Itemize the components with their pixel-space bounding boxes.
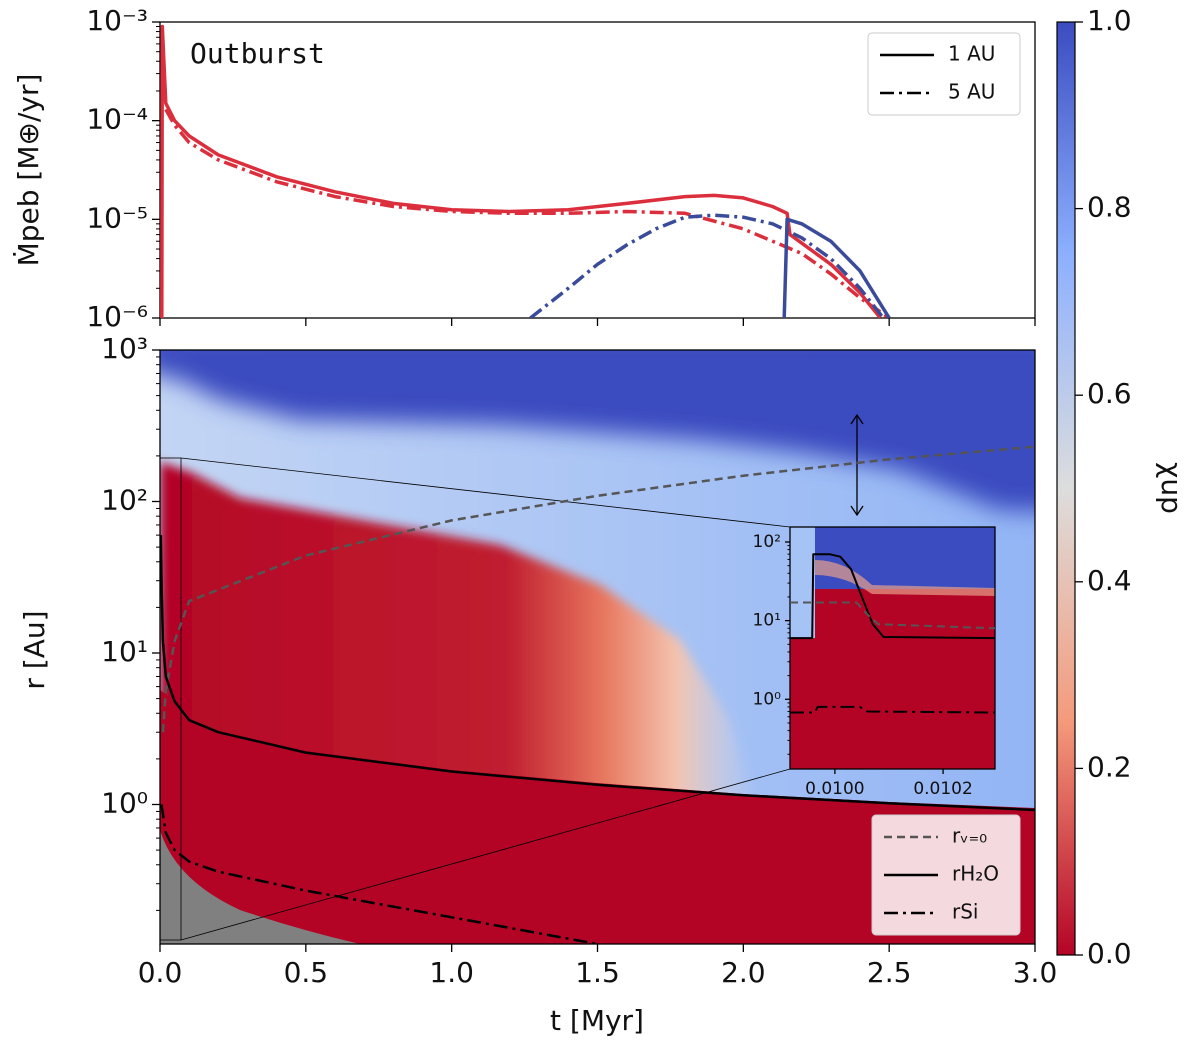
colorbar-label: χup: [1155, 462, 1188, 514]
series-group: [160, 24, 891, 318]
line: [161, 445, 1035, 733]
x-tick-label: 0.0: [138, 956, 183, 989]
colorbar-tick-label: 0.8: [1087, 191, 1132, 224]
annotation: Outburst: [190, 37, 325, 70]
y-tick-label: 10²: [101, 483, 148, 516]
line: [790, 601, 995, 630]
line: [164, 108, 891, 318]
line: [529, 213, 885, 318]
inset-field: [790, 527, 995, 769]
line: [790, 705, 995, 714]
x-tick-label: 0.0102: [913, 779, 972, 799]
double-arrow: [850, 413, 864, 517]
line: [782, 217, 891, 318]
x-tick-label: 0.5: [284, 956, 329, 989]
y-tick-label: 10²: [753, 532, 781, 552]
series-group: [160, 445, 1035, 944]
colorbar-tick-label: 1.0: [1087, 4, 1132, 37]
line: [160, 24, 882, 318]
y-axis-label: Ṁpeb [M⊕/yr]: [12, 74, 45, 267]
colorbar-tick-label: 0.0: [1087, 937, 1132, 970]
y-axis-label: r [Au]: [18, 610, 51, 689]
x-axis-label: t [Myr]: [550, 1004, 644, 1037]
legend-label: 5 AU: [948, 80, 995, 104]
colorbar-tick-label: 0.6: [1087, 377, 1132, 410]
colorbar: [1056, 21, 1076, 956]
line: [790, 553, 995, 640]
y-tick-label: 10¹: [753, 611, 781, 631]
legend-label: rᵥ₌₀: [952, 824, 987, 848]
legend-box: [871, 814, 1021, 936]
legend-label: 1 AU: [948, 42, 995, 66]
colorbar-tick-label: 0.2: [1087, 750, 1132, 783]
legend-box: [867, 32, 1021, 116]
x-tick-label: 2.5: [867, 956, 912, 989]
x-tick-label: 3.0: [1013, 956, 1058, 989]
x-tick-label: 2.0: [721, 956, 766, 989]
y-tick-label: 10¹: [101, 635, 148, 668]
y-tick-label: 10³: [101, 332, 148, 365]
y-tick-label: 10⁻³: [86, 4, 148, 37]
series-group: [790, 553, 995, 714]
x-tick-label: 1.5: [575, 956, 620, 989]
y-tick-label: 10⁻⁴: [86, 103, 148, 136]
y-tick-label: 10⁰: [101, 786, 148, 819]
line: [160, 535, 1035, 812]
x-tick-label: 0.0100: [805, 779, 864, 799]
plot-frame: [789, 526, 996, 770]
colorbar-tick-label: 0.4: [1087, 564, 1132, 597]
y-tick-label: 10⁻⁵: [86, 201, 148, 234]
y-tick-label: 10⁰: [753, 689, 782, 709]
y-tick-label: 10⁻⁶: [86, 300, 148, 333]
legend-label: rSi: [952, 900, 978, 924]
line: [160, 804, 598, 944]
legend-label: rH₂O: [952, 862, 999, 886]
x-tick-label: 1.0: [429, 956, 474, 989]
